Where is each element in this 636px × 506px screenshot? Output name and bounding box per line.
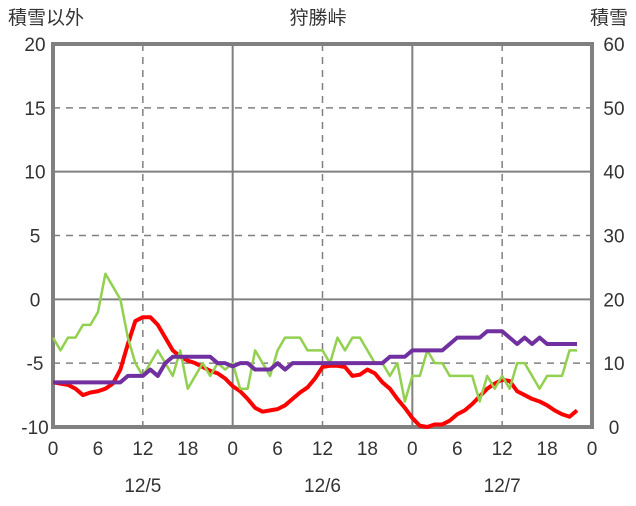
x-tick: 0 (587, 439, 598, 460)
x-tick: 18 (537, 439, 558, 460)
y-tick-right: 0 (609, 418, 620, 439)
x-tick: 0 (227, 439, 238, 460)
right-axis-label: 積雪 (590, 7, 628, 29)
left-axis-label: 積雪以外 (8, 7, 84, 29)
plot-frame (51, 42, 594, 429)
x-tick: 12 (492, 439, 513, 460)
chart-title: 狩勝峠 (289, 7, 346, 29)
y-tick-right: 50 (603, 99, 624, 120)
x-tick: 18 (177, 439, 198, 460)
y-tick-right: 60 (603, 35, 624, 56)
y-tick-right: 10 (603, 354, 624, 375)
x-tick: 12 (132, 439, 153, 460)
x-tick: 6 (272, 439, 283, 460)
y-tick-right: 30 (603, 227, 624, 248)
x-tick: 0 (48, 439, 59, 460)
y-tick-left: 5 (30, 227, 41, 248)
y-tick-left: 20 (24, 35, 45, 56)
y-tick-right: 40 (603, 163, 624, 184)
y-tick-left: 15 (24, 99, 45, 120)
y-tick-left: 10 (24, 163, 45, 184)
x-tick: 18 (357, 439, 378, 460)
x-tick: 12 (312, 439, 333, 460)
x-tick: 6 (93, 439, 104, 460)
y-tick-left: -10 (21, 418, 48, 439)
series-line-purple (53, 329, 578, 385)
date-label: 12/5 (124, 476, 161, 497)
x-tick: 6 (452, 439, 463, 460)
x-tick: 0 (407, 439, 418, 460)
series-line-red (52, 315, 579, 429)
date-label: 12/7 (484, 476, 521, 497)
y-tick-left: -5 (27, 354, 44, 375)
y-tick-right: 20 (603, 290, 624, 311)
date-label: 12/6 (304, 476, 341, 497)
series-line-green (51, 272, 578, 403)
y-tick-left: 0 (30, 290, 41, 311)
